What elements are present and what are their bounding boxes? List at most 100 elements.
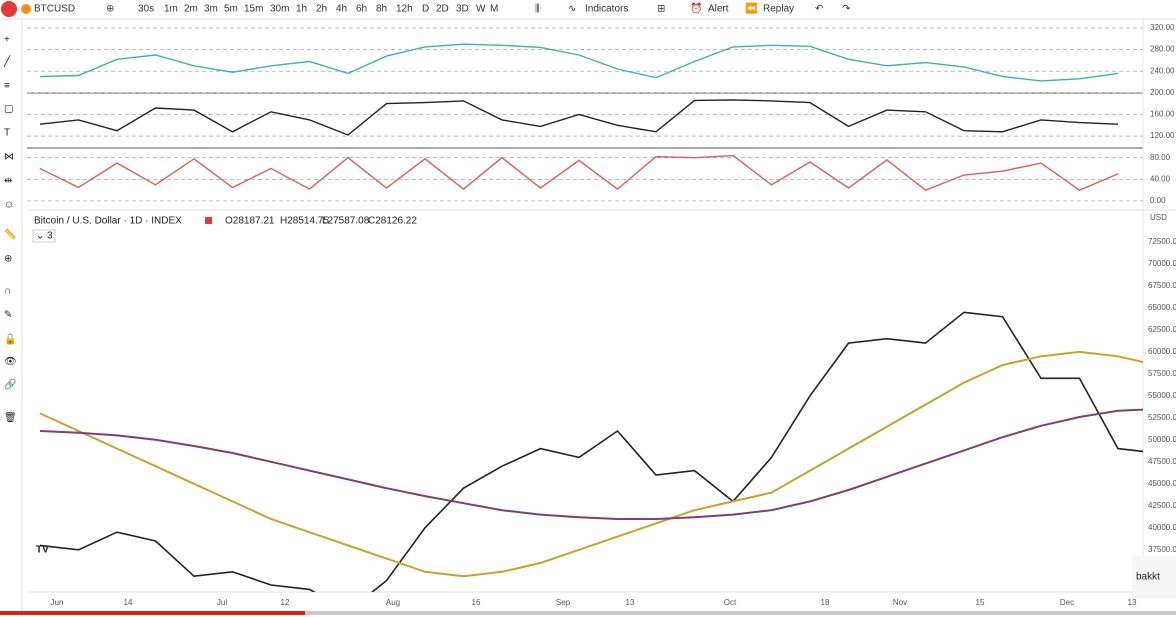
time-tick-label: Aug <box>386 598 400 607</box>
price-tick-label: 72500.00 <box>1148 237 1176 246</box>
replay-button[interactable]: Replay <box>763 4 794 15</box>
time-tick-label: 15 <box>976 598 985 607</box>
watermark-box <box>1132 556 1176 598</box>
interval-button[interactable]: 4h <box>336 4 347 15</box>
stay-drawing[interactable]: ✎ <box>4 310 12 321</box>
alert-icon[interactable]: ⏰ <box>690 2 702 15</box>
price-tick-label: 52500.00 <box>1148 413 1176 422</box>
ruler-tool[interactable]: 📏 <box>4 228 16 241</box>
osc-tick-label: 40.00 <box>1150 174 1171 183</box>
alert-button[interactable]: Alert <box>708 4 729 15</box>
watermark: bakkt <box>1136 572 1160 583</box>
price-tick-label: 37500.00 <box>1148 545 1176 554</box>
price-tick-label: 65000.00 <box>1148 303 1176 312</box>
lock-tool[interactable]: 🔓 <box>4 333 16 346</box>
interval-button[interactable]: 12h <box>396 4 413 15</box>
lines-tool[interactable]: ≡ <box>4 81 10 92</box>
legend-open: O28187.21 <box>225 216 275 227</box>
osc-tick-label: 160.00 <box>1150 110 1175 119</box>
indicator-toggle[interactable] <box>32 229 56 243</box>
crosshair-tool[interactable]: + <box>4 35 10 46</box>
symbol-icon <box>21 4 31 14</box>
currency-label: USD <box>1150 213 1167 222</box>
osc-tick-label: 280.00 <box>1150 45 1175 54</box>
osc-tick-label: 80.00 <box>1150 153 1171 162</box>
interval-button[interactable]: W <box>476 4 486 15</box>
osc-tick-label: 120.00 <box>1150 131 1175 140</box>
interval-button[interactable]: 30s <box>138 4 154 15</box>
series-line <box>39 99 1119 136</box>
series-line <box>39 43 1119 82</box>
osc-tick-label: 320.00 <box>1150 23 1175 32</box>
top-toolbar <box>0 0 1176 19</box>
layouts-icon[interactable]: ⊞ <box>657 4 665 15</box>
legend-flag <box>205 217 212 224</box>
indicators-icon[interactable]: ∿ <box>568 4 576 15</box>
shape-tool[interactable]: ▢ <box>4 104 13 115</box>
interval-button[interactable]: D <box>422 4 429 15</box>
time-tick-label: 12 <box>281 598 290 607</box>
user-avatar[interactable] <box>1 1 17 17</box>
time-tick-label: Jul <box>217 598 227 607</box>
interval-button[interactable]: 6h <box>356 4 367 15</box>
interval-button[interactable]: 2D <box>436 4 449 15</box>
replay-icon[interactable]: ⏪ <box>745 2 757 15</box>
price-tick-label: 60000.00 <box>1148 347 1176 356</box>
interval-button[interactable]: 3D <box>456 4 469 15</box>
price-pane <box>39 311 1143 592</box>
time-tick-label: Oct <box>724 598 737 607</box>
interval-button[interactable]: 2m <box>184 4 198 15</box>
interval-button[interactable]: 3m <box>204 4 218 15</box>
osc-tick-label: 0.00 <box>1150 196 1166 205</box>
legend-close: C28126.22 <box>368 216 417 227</box>
hide-tool[interactable]: 👁 <box>4 357 17 368</box>
time-tick-label: 16 <box>472 598 481 607</box>
interval-button[interactable]: 1h <box>296 4 307 15</box>
add-symbol[interactable]: ⊕ <box>106 4 114 15</box>
time-tick-label: Nov <box>893 598 907 607</box>
text-tool[interactable]: T <box>4 128 10 139</box>
osc-tick-label: 200.00 <box>1150 88 1175 97</box>
bars-style-icon[interactable]: ⫼ <box>535 4 540 15</box>
price-tick-label: 67500.00 <box>1148 281 1176 290</box>
trendline-tool[interactable]: ╱ <box>3 55 11 68</box>
legend-high: H28514.75 <box>280 216 329 227</box>
time-tick-label: 13 <box>626 598 635 607</box>
interval-button[interactable]: 15m <box>244 4 263 15</box>
video-progress <box>0 611 305 615</box>
drawing-tools: + ╱ ≡ ▢ T ⋈ ⇹ ☺ 📏 ⊕ ∩ ✎ 🔓 👁 🔗 🗑 <box>3 35 17 424</box>
price-tick-label: 70000.00 <box>1148 259 1176 268</box>
emoji-tool[interactable]: ☺ <box>4 200 14 211</box>
prediction-tool[interactable]: ⇹ <box>4 176 12 187</box>
legend-title: Bitcoin / U.S. Dollar · 1D · INDEX <box>34 216 182 227</box>
interval-button[interactable]: 30m <box>270 4 289 15</box>
indicator-chevron: ⌄ <box>36 231 44 242</box>
osc-tick-label: 240.00 <box>1150 66 1175 75</box>
series-line <box>39 154 1119 191</box>
indicator-count: 3 <box>47 231 53 242</box>
price-tick-label: 57500.00 <box>1148 369 1176 378</box>
magnet-tool[interactable]: ∩ <box>4 286 11 297</box>
symbol-name[interactable]: BTCUSD <box>34 4 75 15</box>
series-line <box>39 350 1143 578</box>
pattern-tool[interactable]: ⋈ <box>4 152 14 163</box>
price-tick-label: 50000.00 <box>1148 435 1176 444</box>
undo[interactable]: ↶ <box>815 4 823 15</box>
interval-button[interactable]: 5m <box>224 4 238 15</box>
indicators-button[interactable]: Indicators <box>585 4 628 15</box>
time-tick-label: 13 <box>1128 598 1137 607</box>
delete-tool[interactable]: 🗑 <box>4 412 17 424</box>
interval-button[interactable]: 2h <box>316 4 327 15</box>
interval-button[interactable]: 1m <box>164 4 178 15</box>
interval-button[interactable]: 8h <box>376 4 387 15</box>
oscillator-panes <box>27 27 1143 202</box>
time-tick-label: Sep <box>556 598 571 607</box>
zoom-tool[interactable]: ⊕ <box>4 254 12 265</box>
interval-button[interactable]: M <box>490 4 498 15</box>
price-tick-label: 55000.00 <box>1148 391 1176 400</box>
series-line <box>39 311 1143 592</box>
link-tool[interactable]: 🔗 <box>4 378 17 391</box>
redo[interactable]: ↷ <box>842 4 851 15</box>
